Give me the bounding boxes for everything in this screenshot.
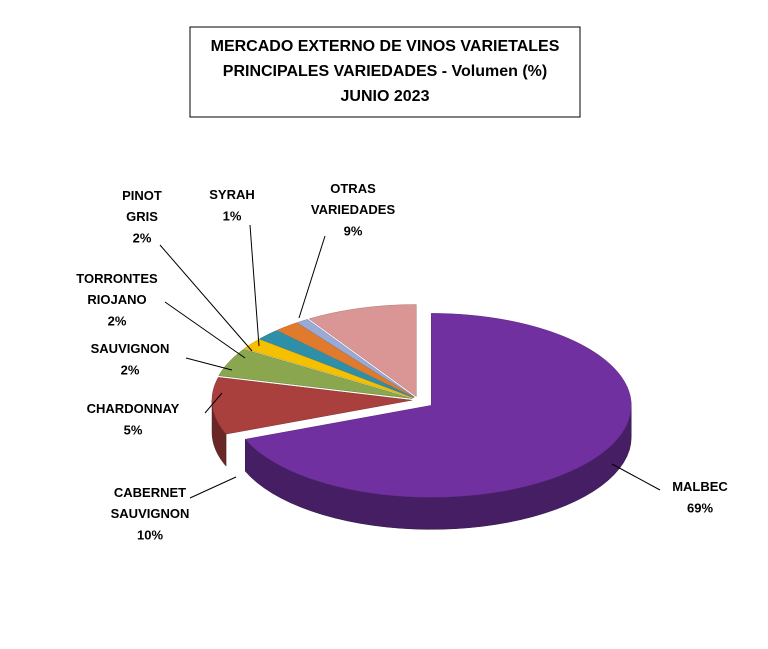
value-label: 10% [137, 527, 163, 542]
chart-title: JUNIO 2023 [341, 88, 430, 105]
slice-label: MALBEC [672, 479, 728, 494]
leader-line [204, 392, 223, 414]
leader-line [189, 476, 237, 499]
slice-label: CHARDONNAY [87, 401, 180, 416]
slice [211, 377, 413, 435]
leader-line [249, 224, 260, 347]
slice-label: TORRONTES RIOJANO [76, 271, 158, 307]
slice [258, 330, 414, 398]
slice-label: SYRAH [209, 187, 255, 202]
value-label: 5% [124, 422, 143, 437]
slice-label: CABERNET SAUVIGNON [111, 485, 190, 521]
value-label: 2% [108, 313, 127, 328]
chart-title: PRINCIPALES VARIEDADES - Volumen (%) [223, 63, 547, 80]
value-label: 9% [344, 223, 363, 238]
title-box [189, 26, 581, 118]
leader-line [185, 357, 233, 371]
value-label: 69% [687, 500, 713, 515]
leader-line [164, 301, 246, 359]
slice-tops [211, 304, 632, 498]
slice [296, 319, 415, 398]
leader-line [159, 244, 253, 352]
slice [218, 348, 413, 399]
chart-title: MERCADO EXTERNO DE VINOS VARIETALES [211, 38, 560, 55]
leader-line [298, 235, 326, 319]
slice-label: SAUVIGNON [91, 341, 170, 356]
slice-label: PINOT GRIS [122, 188, 162, 224]
slice [276, 322, 415, 398]
slice [244, 313, 632, 498]
value-label: 2% [133, 230, 152, 245]
slice [308, 304, 417, 398]
value-label: 2% [121, 362, 140, 377]
value-label: 1% [223, 208, 242, 223]
slice-label: OTRAS VARIEDADES [311, 181, 396, 217]
leader-line [611, 463, 661, 491]
